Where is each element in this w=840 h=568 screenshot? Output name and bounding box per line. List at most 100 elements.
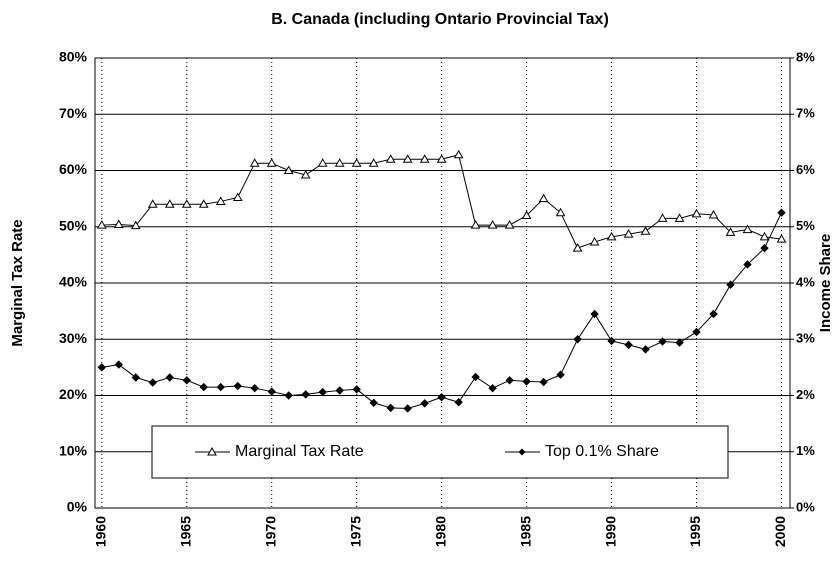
x-tick-label: 1990	[602, 516, 618, 547]
y-tick-label: 40%	[59, 274, 88, 290]
marker	[113, 219, 124, 228]
marker	[181, 199, 192, 208]
marker	[675, 338, 684, 347]
marker	[300, 169, 311, 179]
y2-tick-label: 6%	[796, 162, 815, 177]
marker	[267, 387, 276, 396]
marker	[419, 154, 430, 163]
marker	[198, 199, 209, 208]
x-tick-label: 1985	[517, 516, 533, 547]
y2-tick-label: 7%	[796, 106, 815, 121]
y2-tick-label: 0%	[796, 499, 815, 514]
x-tick-label: 1995	[687, 516, 703, 547]
marker	[488, 383, 497, 393]
y2-tick-label: 4%	[796, 274, 815, 289]
x-tick-label: 2000	[772, 516, 788, 547]
marker	[555, 207, 566, 217]
marker	[760, 243, 769, 253]
marker	[199, 382, 208, 392]
marker	[335, 386, 344, 395]
y2-tick-label: 8%	[796, 49, 815, 64]
marker	[572, 243, 583, 252]
marker	[487, 220, 498, 229]
marker	[249, 158, 260, 167]
y-tick-label: 50%	[59, 217, 88, 233]
marker	[743, 260, 752, 269]
marker	[301, 390, 310, 399]
marker	[725, 227, 736, 236]
y2-tick-label: 5%	[796, 218, 815, 233]
marker	[250, 383, 259, 393]
marker	[471, 372, 480, 382]
x-tick-label: 1960	[93, 516, 109, 547]
y-tick-label: 10%	[59, 442, 88, 458]
y-tick-label: 30%	[59, 330, 88, 346]
marker	[148, 378, 157, 387]
marker	[436, 154, 447, 163]
marker	[641, 345, 650, 354]
marker	[215, 196, 226, 205]
y-tick-label: 80%	[59, 49, 88, 65]
marker	[692, 327, 701, 337]
marker	[437, 392, 446, 402]
marker	[674, 213, 685, 222]
marker	[607, 336, 616, 346]
y2-axis-label: Income Share	[817, 234, 834, 332]
marker	[759, 231, 770, 241]
x-tick-label: 1980	[432, 516, 448, 547]
marker	[640, 226, 651, 235]
marker	[317, 158, 328, 167]
marker	[556, 370, 565, 379]
marker	[283, 165, 294, 174]
marker	[351, 158, 362, 167]
marker	[165, 373, 174, 382]
legend-marker	[518, 448, 526, 456]
marker	[573, 335, 582, 344]
y-tick-label: 70%	[59, 105, 88, 121]
marker	[590, 309, 599, 319]
marker	[147, 199, 158, 208]
marker	[233, 381, 242, 391]
legend-marker	[207, 446, 217, 456]
marker	[708, 209, 719, 219]
marker	[385, 154, 396, 163]
marker	[623, 229, 634, 238]
legend	[151, 425, 729, 479]
marker	[96, 220, 107, 229]
marker	[504, 220, 515, 229]
y-tick-label: 60%	[59, 161, 88, 177]
y-axis-label: Marginal Tax Rate	[9, 219, 26, 346]
chart-title: B. Canada (including Ontario Provincial …	[271, 11, 609, 28]
marker	[164, 199, 175, 208]
x-tick-label: 1970	[262, 516, 278, 547]
marker	[369, 398, 378, 408]
marker	[352, 385, 361, 394]
legend-label: Top 0.1% Share	[545, 443, 659, 460]
marker	[453, 149, 464, 159]
marker	[403, 404, 412, 413]
y2-tick-label: 2%	[796, 387, 815, 402]
marker	[368, 158, 379, 167]
marker	[114, 360, 123, 369]
marker	[420, 399, 429, 408]
marker	[726, 280, 735, 289]
legend-label: Marginal Tax Rate	[235, 443, 364, 460]
marker	[606, 231, 617, 241]
marker	[538, 193, 549, 203]
marker	[284, 391, 293, 400]
marker	[624, 340, 633, 350]
marker	[386, 403, 395, 413]
marker	[658, 337, 667, 346]
marker	[334, 158, 345, 167]
marker	[657, 213, 668, 222]
marker	[521, 210, 532, 219]
marker	[742, 224, 753, 234]
marker	[97, 363, 107, 372]
y2-tick-label: 3%	[796, 331, 815, 346]
marker	[402, 154, 413, 163]
marker	[505, 376, 514, 385]
x-tick-label: 1965	[177, 516, 193, 547]
y2-tick-label: 1%	[796, 443, 815, 458]
y-tick-label: 0%	[67, 499, 88, 515]
